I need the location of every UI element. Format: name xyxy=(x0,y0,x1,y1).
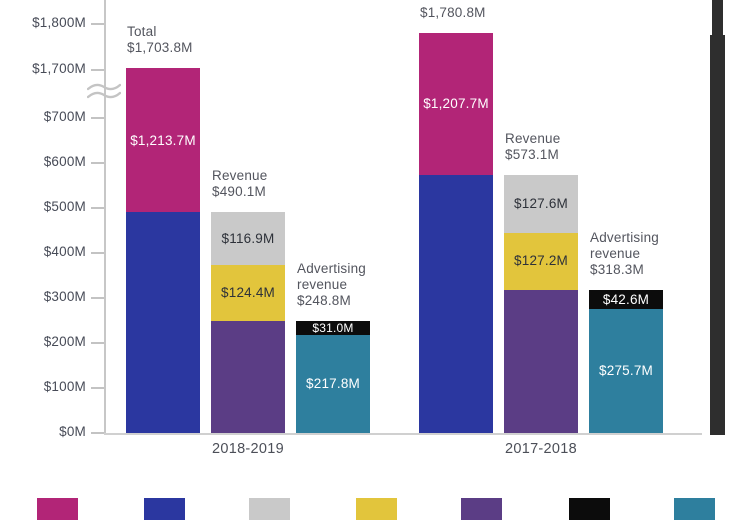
bar-segment-purple xyxy=(211,321,285,433)
x-axis-group-label: 2018-2019 xyxy=(211,441,285,457)
bar-annotation-line: $1,703.8M xyxy=(127,40,193,56)
cropped-dark-bar-top xyxy=(712,0,723,36)
segment-value-label: $127.6M xyxy=(514,196,568,212)
y-axis-tick xyxy=(91,117,104,119)
bar-annotation-line: Revenue xyxy=(505,131,561,147)
bar-annotation-revenue: Revenue $490.1M xyxy=(212,168,267,200)
bar-annotation-line: $1,780.8M xyxy=(420,4,486,20)
legend-swatch-teal xyxy=(674,498,715,520)
segment-value-label: $1,207.7M xyxy=(423,96,489,112)
bar-segment-black: $31.0M xyxy=(296,321,370,335)
segment-value-label: $275.7M xyxy=(599,363,653,379)
bar-annotation-line: Advertising xyxy=(297,261,366,277)
y-axis-tick-label: $300M xyxy=(43,289,86,304)
bar-annotation-line: $318.3M xyxy=(590,261,644,277)
bar-annotation-line: Total xyxy=(127,24,157,40)
y-axis-tick-label: $700M xyxy=(43,109,86,124)
y-axis-tick xyxy=(91,297,104,299)
y-axis-tick xyxy=(91,69,104,71)
bar-annotation-advertising-revenue: Advertising revenue $248.8M xyxy=(297,261,366,309)
bar-annotation-revenue: Revenue $573.1M xyxy=(505,131,560,163)
bar-segment-purple xyxy=(504,289,578,433)
y-axis-line xyxy=(104,0,106,433)
legend-swatch-pink xyxy=(37,498,78,520)
y-axis-tick xyxy=(91,387,104,389)
bar-annotation-line: $490.1M xyxy=(212,184,266,200)
y-axis-tick xyxy=(91,252,104,254)
bar-annotation-line: revenue xyxy=(590,245,641,261)
legend-swatch-blue xyxy=(144,498,185,520)
y-axis-tick-label: $1,700M xyxy=(32,61,86,76)
bar-segment-yellow: $127.2M xyxy=(504,232,578,290)
cropped-dark-bar xyxy=(710,35,725,435)
bar-segment-pink: $1,207.7M xyxy=(419,32,493,176)
y-axis-tick-label: $0M xyxy=(59,424,86,439)
bar-segment-blue xyxy=(126,212,200,433)
y-axis-tick xyxy=(91,162,104,164)
segment-value-label: $31.0M xyxy=(312,321,354,336)
y-axis-tick-label: $1,800M xyxy=(32,15,86,30)
y-axis-break-icon xyxy=(86,81,122,101)
y-axis-tick-label: $500M xyxy=(43,199,86,214)
bar-annotation-line: revenue xyxy=(297,277,348,293)
legend-swatch-black xyxy=(569,498,610,520)
segment-value-label: $116.9M xyxy=(221,230,275,246)
bar-annotation-line: $248.8M xyxy=(297,293,351,309)
segment-value-label: $124.4M xyxy=(221,285,275,301)
x-axis-group-label: 2017-2018 xyxy=(504,441,578,457)
bar-segment-gray: $127.6M xyxy=(504,175,578,233)
bar-annotation-total: $1,780.8M xyxy=(420,5,486,21)
y-axis-tick-label: $400M xyxy=(43,244,86,259)
segment-value-label: $127.2M xyxy=(514,253,568,269)
bar-segment-yellow: $124.4M xyxy=(211,265,285,322)
bar-annotation-line: $573.1M xyxy=(505,147,559,163)
bar-segment-teal: $217.8M xyxy=(296,334,370,433)
legend-swatch-gray xyxy=(249,498,290,520)
segment-value-label: $217.8M xyxy=(306,376,360,392)
y-axis-tick-label: $600M xyxy=(43,154,86,169)
bar-segment-pink: $1,213.7M xyxy=(126,68,200,213)
bar-segment-teal: $275.7M xyxy=(589,308,663,433)
legend-swatch-purple xyxy=(461,498,502,520)
y-axis-tick xyxy=(91,432,104,434)
bar-segment-black: $42.6M xyxy=(589,289,663,309)
x-axis-baseline xyxy=(104,433,702,435)
y-axis-tick-label: $100M xyxy=(43,379,86,394)
bar-annotation-advertising-revenue: Advertising revenue $318.3M xyxy=(590,230,659,278)
y-axis-tick xyxy=(91,342,104,344)
bar-annotation-line: Revenue xyxy=(212,168,268,184)
y-axis-tick xyxy=(91,207,104,209)
segment-value-label: $42.6M xyxy=(602,291,650,307)
y-axis-tick xyxy=(91,23,104,25)
bar-segment-gray: $116.9M xyxy=(211,212,285,266)
legend-swatch-yellow xyxy=(356,498,397,520)
bar-segment-blue xyxy=(419,175,493,433)
bar-annotation-line: Advertising xyxy=(590,229,659,245)
segment-value-label: $1,213.7M xyxy=(130,132,196,148)
y-axis-tick-label: $200M xyxy=(43,334,86,349)
bar-annotation-total: Total $1,703.8M xyxy=(127,24,193,56)
